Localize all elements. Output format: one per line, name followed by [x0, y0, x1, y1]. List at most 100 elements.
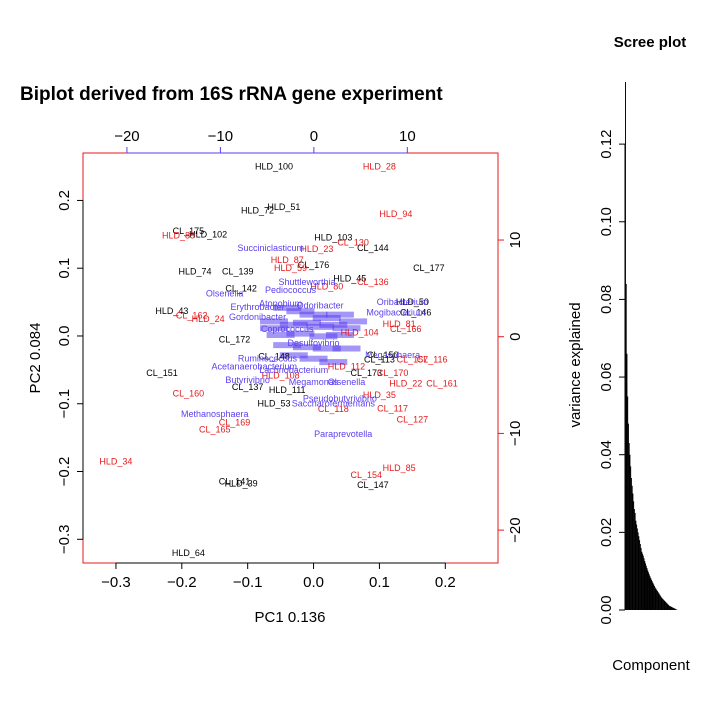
scree-bar	[669, 606, 671, 610]
scree-bar	[636, 528, 638, 610]
taxa-cluster-mark	[325, 331, 354, 338]
scree-bar	[674, 608, 675, 610]
taxon-label: Odoribacter	[297, 300, 344, 310]
scree-y-axis: 0.00 0.02 0.04 0.06 0.08 0.10 0.12	[598, 130, 626, 625]
scree-bar	[629, 454, 631, 610]
taxa-cluster-mark	[273, 304, 302, 311]
scree-bar	[667, 604, 669, 610]
taxa-cluster-mark	[325, 311, 354, 318]
scree-bar	[640, 547, 642, 610]
scree-bar	[665, 601, 667, 610]
pc1-tick-label: 0.2	[435, 574, 456, 591]
sample-label: CL_150	[367, 350, 399, 360]
sample-label: CL_142	[225, 284, 257, 294]
sample-label: HLD_45	[333, 273, 366, 283]
sample-label: HLD_50	[396, 297, 429, 307]
scree-bar	[651, 579, 652, 610]
taxon-label: Pediococcus	[265, 285, 317, 295]
taxa-cluster-mark	[312, 315, 341, 322]
taxon-label: Paraprevotella	[314, 429, 372, 439]
scree-bar	[636, 524, 638, 610]
top-tick-label: −20	[114, 128, 139, 145]
sample-label: HLD_22	[389, 378, 422, 388]
sample-label: CL_169	[219, 418, 251, 428]
scree-bar	[668, 605, 670, 610]
sample-label: HLD_53	[258, 399, 291, 409]
pc1-tick-label: −0.1	[233, 574, 263, 591]
pc1-tick-label: 0.0	[303, 574, 324, 591]
sample-label: CL_127	[397, 414, 429, 424]
sample-label: CL_170	[377, 368, 409, 378]
sample-label: HLD_59	[274, 263, 307, 273]
right-tick-label: −10	[507, 421, 524, 446]
scree-bar	[646, 568, 648, 610]
taxa-cluster-mark	[279, 352, 308, 359]
pc1-axis: −0.3 −0.2 −0.1 0.0 0.1 0.2	[101, 562, 456, 591]
pc1-tick-label: −0.3	[101, 574, 131, 591]
taxon-label: Acetanaerobacterium	[211, 361, 297, 371]
sample-label: CL_161	[426, 378, 458, 388]
sample-label: HLD_103	[314, 233, 352, 243]
sample-label: HLD_85	[383, 463, 416, 473]
sample-label: HLD_102	[189, 229, 227, 239]
sample-label: CL_160	[173, 389, 205, 399]
sample-label: HLD_111	[269, 385, 306, 395]
pc2-tick-label: 0.1	[56, 258, 73, 279]
sample-label: HLD_72	[241, 206, 274, 216]
scree-tick-label: 0.12	[598, 130, 615, 159]
scree-bar	[655, 588, 657, 610]
sample-label: CL_173	[350, 368, 382, 378]
taxa-cluster-mark	[339, 318, 368, 325]
taxa-cluster-mark	[299, 355, 328, 362]
scree-bar	[642, 553, 644, 610]
sample-label: HLD_64	[172, 548, 205, 558]
sample-label: CL_117	[377, 403, 408, 413]
sample-label: HLD_24	[192, 314, 225, 324]
pc1-tick-label: −0.2	[167, 574, 197, 591]
taxa-cluster-mark	[292, 319, 321, 326]
scree-bar	[672, 607, 674, 610]
sample-label: HLD_100	[255, 162, 293, 172]
sample-label: CL_116	[417, 355, 448, 365]
sample-label: CL_166	[390, 324, 422, 334]
sample-label: HLD_104	[341, 328, 379, 338]
taxon-label: Methanosphaera	[181, 409, 249, 419]
sample-label: CL_176	[298, 260, 330, 270]
sample-label: CL_136	[357, 277, 389, 287]
top-loading-axis: −20 −10 0 10	[114, 128, 416, 154]
taxon-label: Gordonibacter	[229, 312, 286, 322]
pc2-tick-label: −0.1	[56, 389, 73, 419]
taxon-label: Shuttleworthia	[278, 277, 335, 287]
scree-bar	[663, 600, 665, 610]
scree-tick-label: 0.04	[598, 440, 615, 469]
taxa-cluster-mark	[319, 321, 348, 328]
taxon-label: Butyrivibrio	[225, 375, 270, 385]
taxa-cluster	[260, 304, 368, 366]
sample-label: CL_130	[337, 237, 369, 247]
taxa-cluster-mark	[319, 359, 348, 366]
scree-bar	[639, 544, 641, 610]
taxa-cluster-mark	[332, 345, 361, 352]
scree-bar	[637, 532, 639, 610]
sample-label: CL_175	[173, 226, 205, 236]
sample-label: HLD_112	[328, 361, 365, 371]
scree-bar	[662, 598, 664, 610]
scree-tick-label: 0.06	[598, 362, 615, 391]
taxa-cluster-mark	[292, 344, 321, 351]
scree-bar	[671, 607, 673, 610]
scree-plot: 0.00 0.02 0.04 0.06 0.08 0.10 0.12	[598, 82, 678, 625]
scree-tick-label: 0.00	[598, 595, 615, 624]
right-tick-label: 10	[507, 232, 524, 249]
sample-label: HLD_89	[162, 231, 195, 241]
scree-bar	[652, 582, 654, 610]
scree-bar	[675, 609, 677, 610]
scree-bar	[625, 82, 626, 610]
sample-label: CL_162	[176, 311, 208, 321]
sample-label: HLD_74	[178, 267, 211, 277]
scree-bar	[671, 606, 672, 610]
scree-bar	[665, 602, 667, 610]
scree-bar	[670, 606, 672, 610]
taxon-label: Mogibacterium	[366, 307, 425, 317]
